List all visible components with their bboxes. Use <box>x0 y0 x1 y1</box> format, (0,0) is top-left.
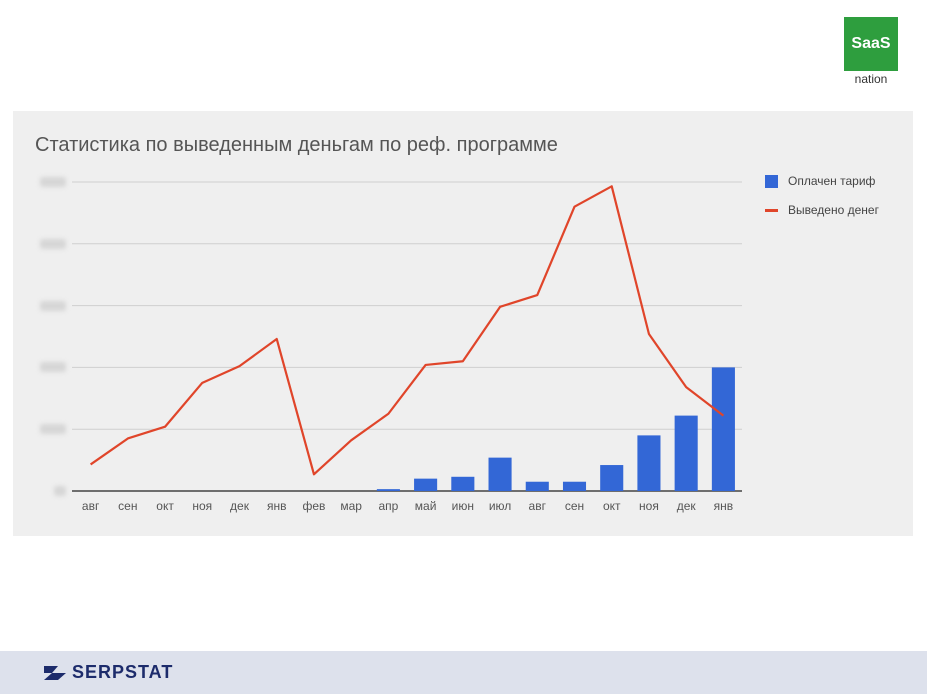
footer-bar <box>0 651 927 694</box>
bar-11 <box>488 457 512 491</box>
bar-10 <box>451 476 475 491</box>
legend-label-bars: Оплачен тариф <box>788 174 876 188</box>
legend-swatch-bar <box>765 174 778 188</box>
saas-logo-subtext: nation <box>854 72 888 86</box>
line-series-withdrawn <box>89 185 725 476</box>
saas-logo-text: SaaS <box>851 35 891 52</box>
bar-9 <box>414 478 438 491</box>
x-tick-label: авг <box>529 499 547 513</box>
x-tick-label: янв <box>267 499 287 513</box>
bar-12 <box>525 481 549 491</box>
x-tick-label: окт <box>156 499 174 513</box>
serpstat-logo: SERPSTAT <box>44 662 173 683</box>
x-tick-label: авг <box>82 499 100 513</box>
y-tick-label-blurred <box>40 362 66 373</box>
y-tick-label-blurred <box>54 486 66 496</box>
x-tick-label: дек <box>677 499 697 513</box>
x-tick-label: июн <box>452 499 474 513</box>
y-tick-label-blurred <box>40 424 66 435</box>
serpstat-icon <box>44 665 66 680</box>
x-tick-label: ноя <box>639 499 659 513</box>
x-tick-label: июл <box>489 499 511 513</box>
x-tick-label: дек <box>230 499 250 513</box>
bar-15 <box>637 435 661 491</box>
x-tick-label: апр <box>378 499 398 513</box>
x-tick-label: сен <box>118 499 137 513</box>
bar-17 <box>711 367 735 491</box>
y-tick-label-blurred <box>40 177 66 187</box>
x-tick-label: окт <box>603 499 621 513</box>
legend-item-bars: Оплачен тариф <box>765 172 879 190</box>
bar-14 <box>600 465 624 491</box>
x-tick-label: сен <box>565 499 584 513</box>
bar-16 <box>674 415 698 491</box>
x-tick-label: фев <box>302 499 325 513</box>
bar-8 <box>376 489 400 491</box>
y-tick-label-blurred <box>40 238 66 249</box>
y-tick-label-blurred <box>40 300 66 311</box>
legend-swatch-line <box>765 208 778 212</box>
x-tick-label: ноя <box>192 499 212 513</box>
x-tick-label: май <box>415 499 437 513</box>
legend-label-line: Выведено денег <box>788 203 879 217</box>
chart-title: Статистика по выведенным деньгам по реф.… <box>35 134 558 156</box>
serpstat-wordmark: SERPSTAT <box>72 662 174 682</box>
saas-nation-logo: SaaS <box>844 17 898 71</box>
x-tick-label: янв <box>714 499 734 513</box>
legend-item-line: Выведено денег <box>765 201 879 219</box>
chart-legend: Оплачен тариф Выведено денег <box>765 172 879 230</box>
x-tick-label: мар <box>340 499 362 513</box>
bar-13 <box>562 481 587 491</box>
